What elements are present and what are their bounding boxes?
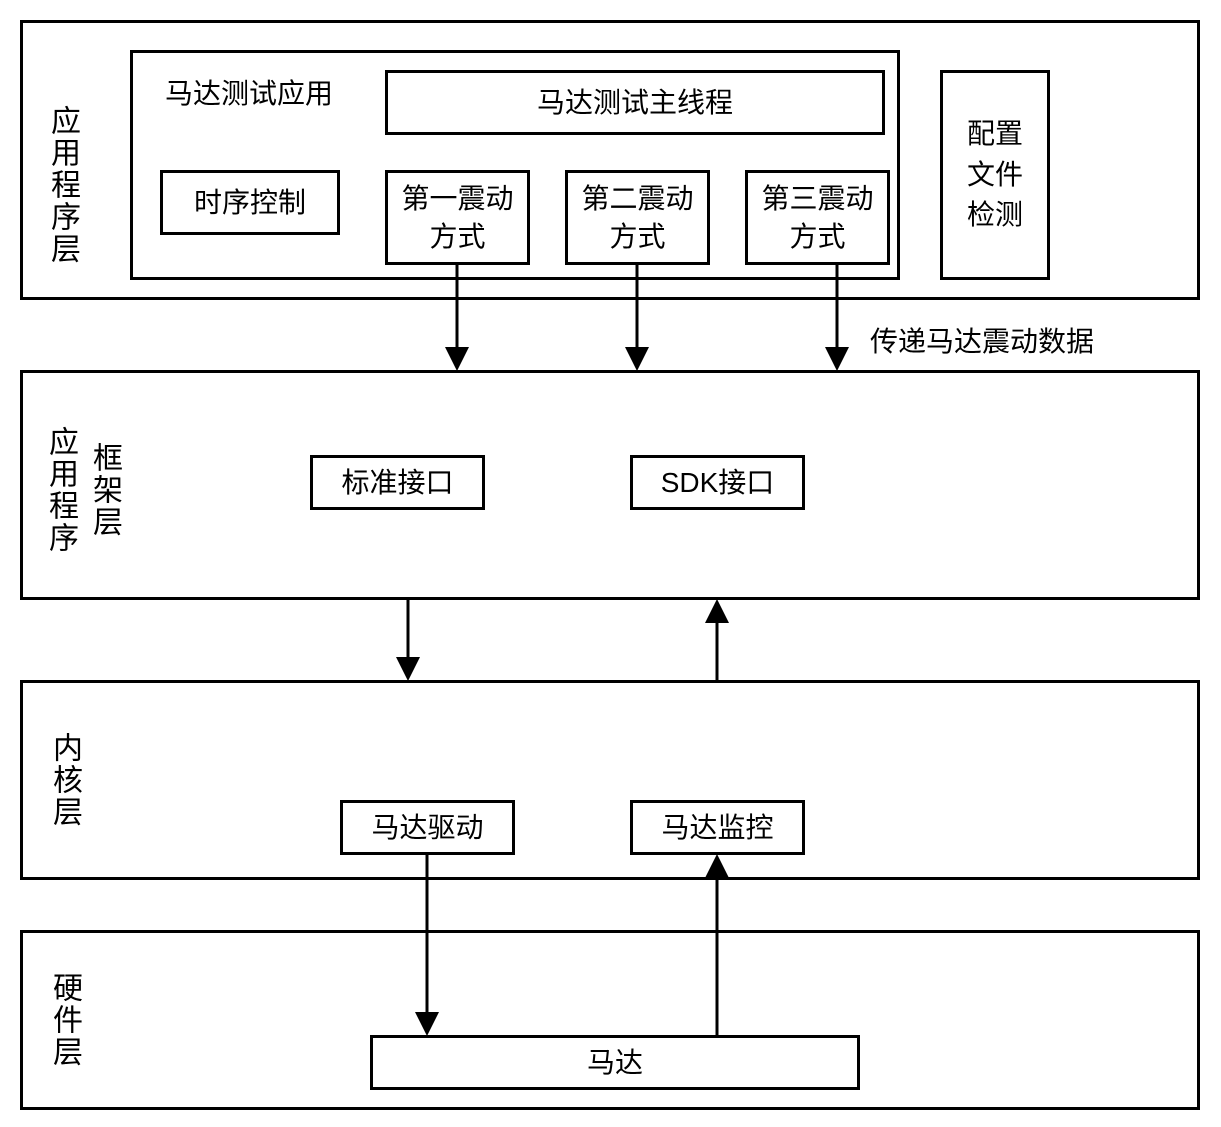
layer-kernel <box>20 680 1200 880</box>
node-motor-driver: 马达驱动 <box>340 800 515 855</box>
layer-hardware-label: 硬件层 <box>42 965 86 1075</box>
node-vib1: 第一震动方式 <box>385 170 530 265</box>
node-config-detect: 配置文件检测 配置文件检测 <box>940 70 1050 280</box>
layer-framework-label-col1: 应用程序框架层应用程序 <box>38 395 82 585</box>
layer-framework-label: 应用程序框架层应用程序 框架层 <box>38 395 126 585</box>
node-config-detect-label: 配置文件检测 <box>961 110 1029 240</box>
layer-app-label: 应用程序层 <box>40 100 84 270</box>
node-timing-control: 时序控制 <box>160 170 340 235</box>
node-motor-test-app-title: 马达测试应用 <box>165 72 333 112</box>
node-vib2: 第二震动方式 <box>565 170 710 265</box>
node-std-interface-label: 标准接口 <box>335 460 459 506</box>
node-motor-monitor-label: 马达监控 <box>655 805 779 851</box>
node-main-thread: 马达测试主线程 <box>385 70 885 135</box>
node-vib3: 第三震动方式 <box>745 170 890 265</box>
node-vib1-label: 第一震动方式 <box>388 176 527 260</box>
layer-framework-label-col2: 框架层 <box>82 395 126 585</box>
node-vib3-label: 第三震动方式 <box>748 176 887 260</box>
layer-kernel-label: 内核层 <box>42 720 86 840</box>
node-std-interface: 标准接口 <box>310 455 485 510</box>
layer-framework <box>20 370 1200 600</box>
node-sdk-interface: SDK接口 <box>630 455 805 510</box>
node-motor-driver-label: 马达驱动 <box>365 805 489 851</box>
annotation-data-transfer: 传递马达震动数据 <box>870 320 1094 360</box>
node-vib2-label: 第二震动方式 <box>568 176 707 260</box>
node-timing-control-label: 时序控制 <box>188 180 312 226</box>
node-motor: 马达 <box>370 1035 860 1090</box>
diagram-canvas: 应用程序层 应用程序框架层应用程序 框架层 内核层 硬件层 马达测试应用 马达测… <box>0 0 1221 1127</box>
node-sdk-interface-label: SDK接口 <box>655 460 781 506</box>
node-main-thread-label: 马达测试主线程 <box>531 80 739 126</box>
node-motor-monitor: 马达监控 <box>630 800 805 855</box>
node-motor-label: 马达 <box>581 1040 649 1086</box>
